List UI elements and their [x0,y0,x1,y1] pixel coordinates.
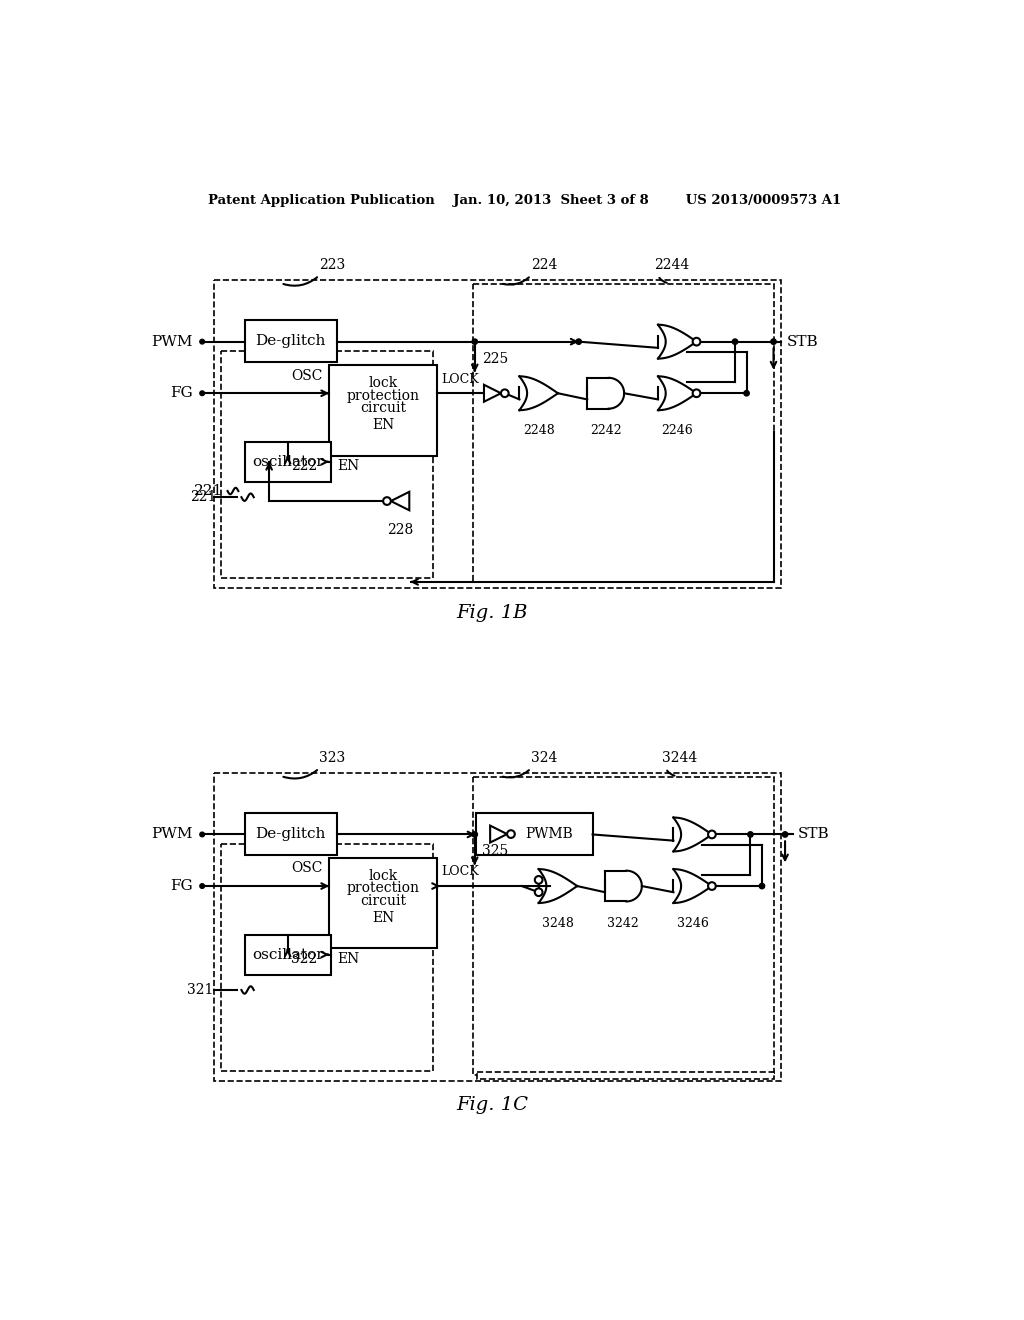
Text: 3244: 3244 [662,751,697,766]
Text: Patent Application Publication    Jan. 10, 2013  Sheet 3 of 8        US 2013/000: Patent Application Publication Jan. 10, … [208,194,842,207]
Text: PWM: PWM [152,828,193,841]
Text: 221: 221 [194,484,223,498]
Bar [221,843,433,1071]
Text: lock: lock [369,376,397,391]
Text: 325: 325 [482,845,509,858]
Polygon shape [391,492,410,511]
Text: EN: EN [372,911,394,924]
Circle shape [708,830,716,838]
Text: 2248: 2248 [523,424,555,437]
Text: 221: 221 [190,490,217,504]
Text: 3248: 3248 [542,917,573,929]
Bar [475,813,593,855]
Text: 3246: 3246 [677,917,709,929]
Text: 321: 321 [187,983,214,997]
Text: FG: FG [170,387,193,400]
Circle shape [782,832,787,837]
Polygon shape [490,825,507,842]
Bar [330,858,437,949]
Text: LOCK: LOCK [441,866,478,878]
Text: oscillator: oscillator [252,948,324,961]
Bar [245,442,331,482]
Text: PWMB: PWMB [524,828,572,841]
Text: protection: protection [346,882,420,895]
Circle shape [759,883,765,888]
Text: 222: 222 [292,459,317,474]
Bar [473,776,773,1074]
Circle shape [472,339,477,345]
Circle shape [732,339,737,345]
Text: 2246: 2246 [662,424,693,437]
Circle shape [577,339,582,345]
Text: Fig. 1C: Fig. 1C [457,1097,528,1114]
Text: Fig. 1B: Fig. 1B [457,603,528,622]
Text: 223: 223 [319,259,345,272]
Bar [330,364,437,455]
Circle shape [200,884,205,888]
Text: EN: EN [338,952,360,966]
Text: De-glitch: De-glitch [256,828,326,841]
Circle shape [507,830,515,838]
Text: circuit: circuit [360,894,407,908]
Circle shape [748,832,753,837]
Text: protection: protection [346,388,420,403]
Text: circuit: circuit [360,401,407,414]
Bar [245,935,331,974]
Polygon shape [484,385,501,401]
Text: lock: lock [369,869,397,883]
Text: 225: 225 [482,351,509,366]
Circle shape [501,389,509,397]
Circle shape [383,498,391,506]
Text: OSC: OSC [292,862,323,875]
Circle shape [743,391,750,396]
Text: 3242: 3242 [607,917,639,929]
Circle shape [200,832,205,837]
Text: FG: FG [170,879,193,894]
Circle shape [200,391,205,396]
Text: STB: STB [798,828,829,841]
Circle shape [692,389,700,397]
Circle shape [535,888,543,896]
Bar [245,321,337,363]
Circle shape [472,832,477,837]
Bar [221,351,433,578]
Text: 323: 323 [319,751,345,766]
Text: 322: 322 [292,952,317,966]
Bar [473,284,773,582]
Circle shape [771,339,776,345]
Bar [245,813,337,855]
Text: STB: STB [786,335,818,348]
Text: PWM: PWM [152,335,193,348]
Text: 324: 324 [531,751,557,766]
Circle shape [708,882,716,890]
Bar [214,280,781,589]
Circle shape [535,876,543,884]
Text: OSC: OSC [292,368,323,383]
Bar [477,1072,773,1078]
Text: De-glitch: De-glitch [256,334,326,348]
Text: 2244: 2244 [654,259,689,272]
Bar [214,774,781,1081]
Text: 224: 224 [531,259,557,272]
Circle shape [200,339,205,345]
Text: EN: EN [372,418,394,432]
Text: EN: EN [338,459,360,474]
Circle shape [692,338,700,346]
Text: 228: 228 [387,523,414,537]
Text: 2242: 2242 [590,424,622,437]
Text: oscillator: oscillator [252,455,324,469]
Text: LOCK: LOCK [441,372,478,385]
